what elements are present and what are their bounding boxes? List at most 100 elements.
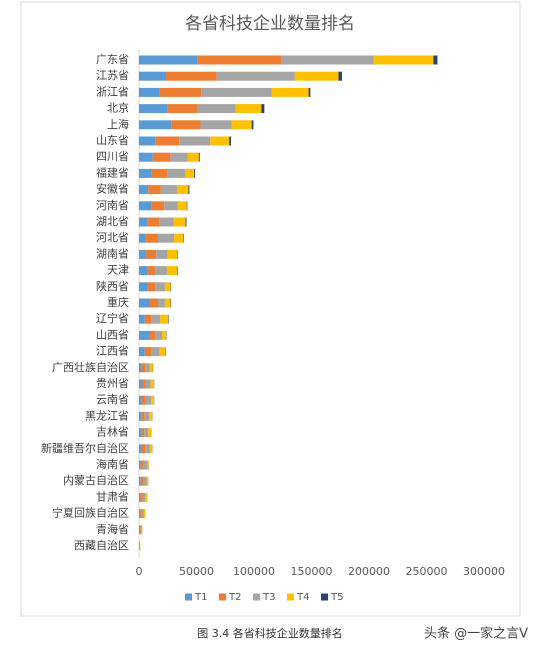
bar-segment (251, 120, 254, 130)
bar-segment (149, 330, 156, 340)
y-tick-label: 黑龙江省 (85, 409, 129, 422)
bar-segment (141, 444, 146, 454)
y-tick-label: 四川省 (96, 150, 129, 163)
bar-segment (271, 87, 309, 97)
bar-segment (139, 185, 149, 195)
bar-segment (139, 266, 148, 276)
y-tick-label: 河南省 (96, 199, 129, 212)
bar-segment (139, 525, 140, 535)
legend-swatch (287, 593, 294, 601)
bar-segment (149, 298, 158, 308)
bar-segment (185, 168, 195, 178)
bar-segment (139, 460, 141, 470)
bar-segment (149, 411, 153, 421)
bar-segment (146, 476, 149, 486)
bar-segment (139, 492, 141, 502)
bar-segment (150, 379, 154, 389)
bar-segment (170, 152, 188, 162)
bar-segment (308, 87, 311, 97)
y-tick-label: 甘肃省 (96, 490, 129, 503)
bar-segment (176, 249, 178, 259)
legend-label: T2 (228, 592, 241, 603)
x-tick-label: 300000 (463, 565, 505, 578)
bar-segment (139, 525, 141, 535)
bar-segment (201, 87, 272, 97)
legend-swatch (321, 593, 328, 601)
bar-segment (139, 136, 156, 146)
y-tick-label: 浙江省 (96, 85, 129, 98)
bar-segment (185, 217, 187, 227)
bar-segment (139, 168, 152, 178)
bar-segment (147, 282, 156, 292)
legend-label: T5 (330, 592, 343, 603)
bar-segment (139, 152, 153, 162)
x-tick-label: 250000 (406, 565, 448, 578)
chart-frame (20, 1, 521, 617)
bar-segment (160, 314, 169, 324)
bar-segment (142, 379, 146, 389)
bar-segment (173, 217, 186, 227)
bar-segment (148, 185, 161, 195)
bar-segment (373, 55, 434, 65)
bar-segment (143, 460, 148, 470)
bar-segment (183, 233, 184, 243)
x-tick-label: 0 (136, 565, 143, 578)
bar-segment (167, 168, 185, 178)
bar-segment (139, 428, 142, 438)
bar-segment (139, 347, 145, 357)
bar-segment (152, 152, 171, 162)
bar-segment (139, 55, 198, 65)
y-tick-label: 云南省 (96, 393, 129, 406)
bar-segment (160, 185, 177, 195)
bar-segment (141, 428, 145, 438)
bar-segment (151, 168, 168, 178)
bar-segment (141, 363, 146, 373)
bar-segment (177, 201, 187, 211)
bar-segment (140, 525, 142, 535)
bar-segment (210, 136, 230, 146)
y-tick-label: 新疆维吾尔自治区 (41, 441, 129, 455)
bar-segment (139, 201, 152, 211)
bar-segment (162, 330, 167, 340)
bar-segment (141, 525, 143, 535)
bar-segment (145, 444, 150, 454)
bar-segment (200, 120, 232, 130)
bar-segment (140, 460, 144, 470)
x-tick-label: 50000 (179, 565, 214, 578)
bar-segment (151, 395, 154, 405)
bar-segment (338, 71, 342, 81)
y-tick-label: 山东省 (96, 134, 129, 147)
legend-label: T3 (262, 592, 275, 603)
bar-segment (144, 428, 149, 438)
x-tick-label: 200000 (348, 565, 390, 578)
y-tick-label: 湖北省 (96, 215, 129, 228)
y-tick-label: 青海省 (96, 522, 129, 536)
legend-swatch (253, 593, 260, 601)
bar-segment (167, 104, 198, 114)
y-tick-label: 福建省 (96, 165, 129, 179)
bar-segment (148, 428, 152, 438)
y-tick-label: 西藏自治区 (74, 538, 129, 552)
y-tick-label: 贵州省 (96, 377, 129, 390)
bar-segment (144, 314, 152, 324)
bar-segment (155, 266, 168, 276)
bar-segment (140, 476, 144, 486)
bar-segment (139, 104, 168, 114)
bar-segment (156, 249, 168, 259)
bar-segment (176, 266, 178, 276)
bar-segment (186, 201, 188, 211)
bar-segment (141, 395, 146, 405)
bar-segment (149, 363, 153, 373)
bar-segment (144, 411, 150, 421)
bar-segment (139, 411, 142, 421)
bar-segment (139, 363, 142, 373)
bar-segment (139, 120, 172, 130)
y-tick-label: 宁夏回族自治区 (52, 506, 129, 520)
bar-segment (157, 298, 165, 308)
bar-segment (151, 347, 160, 357)
bar-segment (171, 120, 201, 130)
bar-segment (139, 476, 141, 486)
chart-title: 各省科技企业数量排名 (185, 14, 355, 34)
